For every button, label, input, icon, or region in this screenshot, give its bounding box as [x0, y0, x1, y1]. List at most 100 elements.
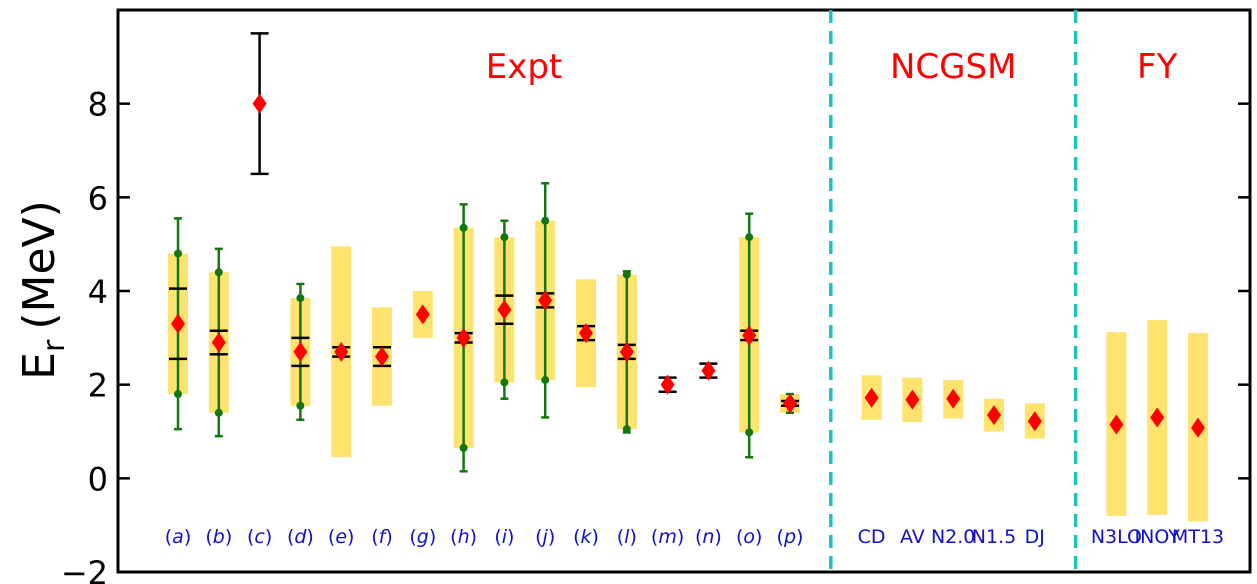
data-point [171, 313, 185, 334]
y-axis-subscript: r [37, 339, 72, 352]
category-label: (j) [535, 526, 555, 548]
category-label: (n) [695, 526, 722, 548]
error-dot [541, 375, 550, 384]
category-label: (k) [573, 526, 599, 548]
uncertainty-bands [168, 220, 1208, 522]
section-dividers [829, 10, 1078, 572]
category-label: N2.0 [931, 526, 975, 548]
plot-frame [116, 8, 1252, 574]
data-point [579, 323, 593, 344]
error-dot [622, 425, 631, 434]
data-point [375, 346, 389, 367]
error-dot [296, 401, 305, 410]
category-label-letter: c [254, 526, 265, 548]
category-label: AV [900, 526, 925, 548]
error-dot [214, 408, 223, 417]
y-tick-label: 2 [88, 367, 108, 405]
error-dot [500, 378, 509, 387]
category-label: N1.5 [972, 526, 1016, 548]
category-label: INOY [1135, 526, 1181, 548]
y-tick-label: 8 [88, 86, 108, 124]
category-label: (i) [494, 526, 514, 548]
y-tick-label: −2 [61, 554, 108, 584]
category-label: MT13 [1172, 526, 1224, 548]
data-point [1109, 414, 1124, 435]
error-dot [459, 443, 468, 452]
error-dot [174, 390, 182, 399]
error-dot [745, 428, 754, 437]
section-title: FY [1137, 47, 1178, 87]
data-point [538, 290, 553, 311]
data-markers [171, 93, 1205, 438]
category-label-letter: f [379, 526, 389, 548]
section-titles: Expt NCGSM FY [486, 47, 1178, 87]
category-label: (p) [777, 526, 804, 548]
y-axis-symbol: E [14, 352, 65, 380]
category-label-letter: p [783, 526, 796, 548]
data-point [987, 405, 1001, 426]
section-title: NCGSM [890, 47, 1016, 87]
data-point [742, 325, 757, 346]
data-point [783, 393, 797, 414]
category-label-letter: l [624, 526, 630, 548]
error-dot [459, 223, 468, 232]
category-label-letter: g [417, 526, 429, 548]
section-title: Expt [486, 47, 563, 87]
error-dot [174, 249, 182, 258]
error-dot [214, 268, 223, 277]
data-point [293, 341, 308, 362]
category-label-letter: o [743, 526, 755, 548]
y-axis-label-text: Er (MeV) [14, 200, 72, 380]
error-dot [622, 270, 631, 279]
data-point [497, 299, 512, 320]
data-point [252, 93, 267, 114]
data-point [619, 341, 634, 362]
category-label: (h) [450, 526, 477, 548]
category-label: (b) [205, 526, 232, 548]
category-label: (e) [328, 526, 355, 548]
data-point [946, 388, 961, 409]
data-point [334, 341, 349, 362]
data-point [864, 387, 879, 408]
category-labels: (a) (b) (c) (d) (e) (f) (g) (h) (i) (j) (k) (l) (m) (… [165, 526, 1224, 548]
y-tick-label: 4 [88, 273, 108, 311]
y-tick-label: 6 [88, 179, 108, 217]
category-label-letter: a [172, 526, 184, 548]
category-label: (o) [736, 526, 762, 548]
error-dot [500, 233, 509, 242]
data-point [1027, 411, 1042, 432]
category-label-letter: m [658, 526, 677, 548]
data-point [1150, 407, 1165, 428]
data-point [701, 360, 716, 381]
data-point [456, 327, 471, 348]
data-point [415, 304, 430, 325]
category-label-letter: n [702, 526, 714, 548]
error-dot [296, 294, 305, 303]
category-label: (d) [287, 526, 314, 548]
category-label-letter: j [540, 526, 549, 548]
category-label: DJ [1025, 526, 1045, 548]
category-label: N3LO [1091, 526, 1142, 548]
axes: −2 0 2 4 6 8 [61, 8, 1252, 584]
data-point [660, 374, 675, 395]
category-label: (f) [371, 526, 393, 548]
category-label-letter: k [580, 526, 592, 548]
category-label: (g) [409, 526, 436, 548]
category-label: (c) [247, 526, 272, 548]
category-label-letter: i [502, 526, 508, 548]
y-axis-label: Er (MeV) [14, 200, 72, 380]
category-label-letter: e [335, 526, 347, 548]
category-label: CD [858, 526, 886, 548]
y-axis-unit: (MeV) [14, 200, 65, 329]
category-label: (a) [165, 526, 192, 548]
category-label: (m) [651, 526, 684, 548]
data-point [211, 332, 226, 353]
category-label-letter: b [213, 526, 225, 548]
category-label-letter: d [294, 526, 307, 548]
category-label-letter: h [458, 526, 470, 548]
data-point [905, 389, 920, 410]
error-dot [745, 233, 754, 242]
category-label: (l) [617, 526, 637, 548]
error-bars [169, 32, 799, 473]
